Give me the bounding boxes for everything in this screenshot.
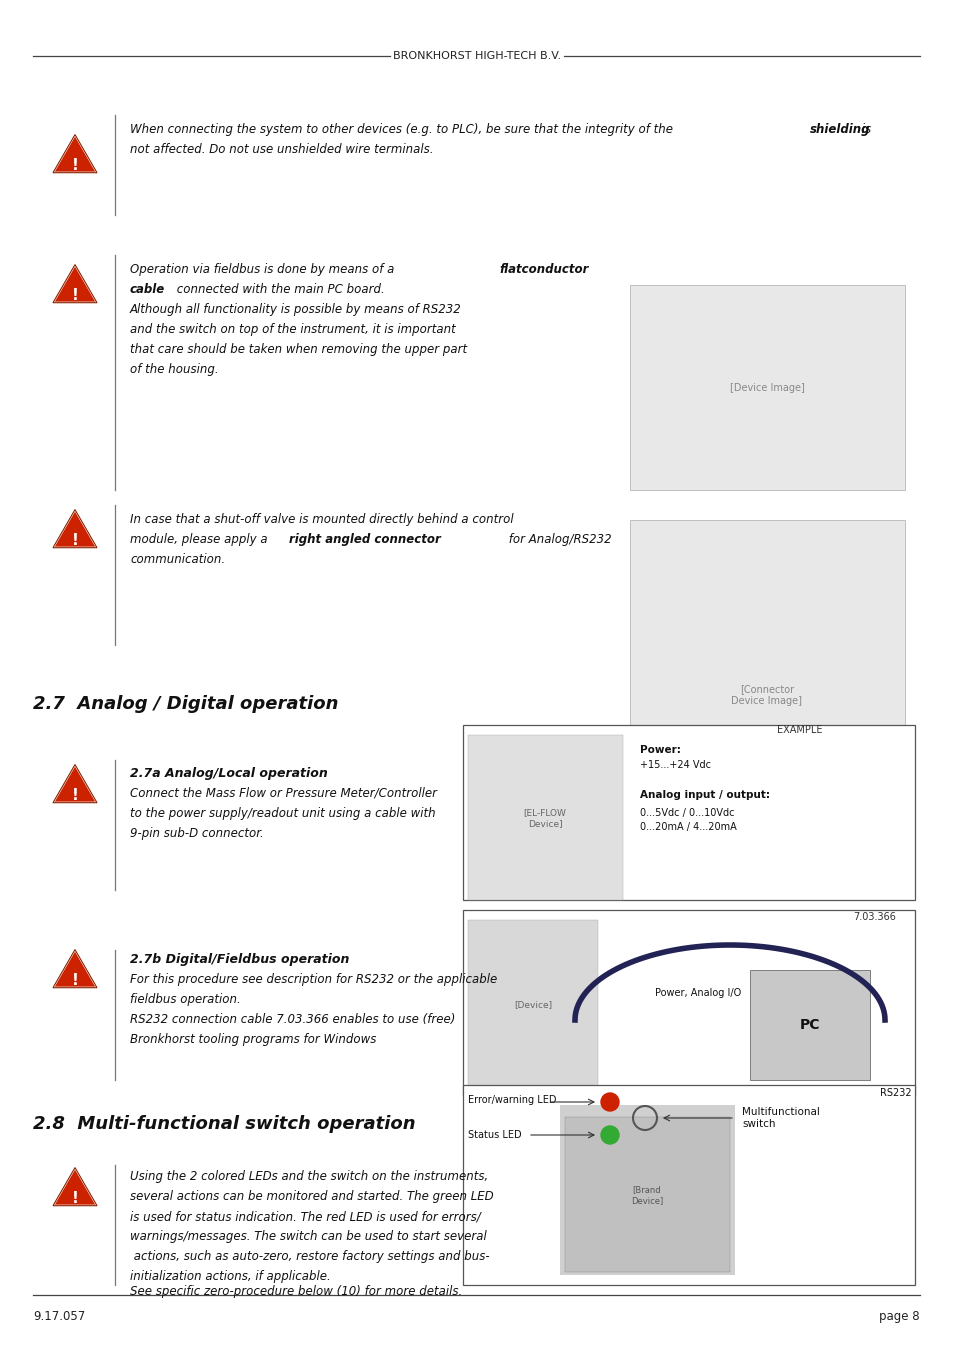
Bar — [629, 285, 904, 490]
Text: communication.: communication. — [130, 554, 225, 566]
Text: 0...20mA / 4...20mA: 0...20mA / 4...20mA — [639, 822, 736, 832]
Text: actions, such as auto-zero, restore factory settings and bus-: actions, such as auto-zero, restore fact… — [130, 1250, 489, 1264]
Text: !: ! — [71, 972, 78, 988]
Text: !: ! — [71, 158, 78, 173]
Bar — [629, 520, 904, 869]
Text: Bronkhorst tooling programs for Windows: Bronkhorst tooling programs for Windows — [130, 1033, 376, 1046]
Text: for Analog/RS232: for Analog/RS232 — [504, 533, 611, 545]
Text: In case that a shut-off valve is mounted directly behind a control: In case that a shut-off valve is mounted… — [130, 513, 513, 526]
Text: and the switch on top of the instrument, it is important: and the switch on top of the instrument,… — [130, 323, 456, 336]
Text: Power:: Power: — [639, 745, 680, 755]
Bar — [564, 1116, 729, 1272]
Text: Error/warning LED: Error/warning LED — [468, 1095, 556, 1106]
Circle shape — [600, 1126, 618, 1143]
Text: cable: cable — [130, 284, 165, 296]
Text: 9.17.057: 9.17.057 — [33, 1310, 85, 1323]
Text: For this procedure see description for RS232 or the applicable: For this procedure see description for R… — [130, 973, 497, 985]
Text: See specific zero-procedure below (10) for more details.: See specific zero-procedure below (10) f… — [130, 1285, 462, 1297]
Text: is: is — [857, 123, 870, 136]
Text: of the housing.: of the housing. — [130, 363, 218, 377]
Text: Status LED: Status LED — [468, 1130, 521, 1139]
Text: RS232 connection cable 7.03.366 enables to use (free): RS232 connection cable 7.03.366 enables … — [130, 1012, 455, 1026]
Bar — [462, 910, 914, 1095]
Text: several actions can be monitored and started. The green LED: several actions can be monitored and sta… — [130, 1189, 493, 1203]
Bar — [468, 734, 622, 900]
Text: [Device Image]: [Device Image] — [729, 383, 803, 393]
Text: !: ! — [71, 1191, 78, 1206]
Text: [Brand
Device]: [Brand Device] — [630, 1185, 662, 1204]
Text: [Connector
Device Image]: [Connector Device Image] — [731, 684, 801, 706]
Text: 0...5Vdc / 0...10Vdc: 0...5Vdc / 0...10Vdc — [639, 809, 734, 818]
Text: 2.7  Analog / Digital operation: 2.7 Analog / Digital operation — [33, 695, 338, 713]
Text: initialization actions, if applicable.: initialization actions, if applicable. — [130, 1270, 331, 1282]
Text: !: ! — [71, 288, 78, 302]
Polygon shape — [53, 265, 97, 302]
Polygon shape — [53, 1168, 97, 1206]
Text: to the power supply/readout unit using a cable with: to the power supply/readout unit using a… — [130, 807, 436, 819]
Text: When connecting the system to other devices (e.g. to PLC), be sure that the inte: When connecting the system to other devi… — [130, 123, 676, 136]
Polygon shape — [53, 764, 97, 803]
Text: 9-pin sub-D connector.: 9-pin sub-D connector. — [130, 828, 263, 840]
Text: 2.7a Analog/Local operation: 2.7a Analog/Local operation — [130, 767, 328, 780]
Text: Power, Analog I/O: Power, Analog I/O — [655, 988, 740, 998]
Text: page 8: page 8 — [879, 1310, 919, 1323]
Text: 2.8  Multi-functional switch operation: 2.8 Multi-functional switch operation — [33, 1115, 416, 1133]
Text: fieldbus operation.: fieldbus operation. — [130, 994, 240, 1006]
Text: !: ! — [71, 533, 78, 548]
Text: not affected. Do not use unshielded wire terminals.: not affected. Do not use unshielded wire… — [130, 143, 433, 157]
Bar — [559, 1106, 734, 1274]
Text: 7.03.366: 7.03.366 — [852, 913, 895, 922]
Text: +15...+24 Vdc: +15...+24 Vdc — [639, 760, 710, 770]
Text: warnings/messages. The switch can be used to start several: warnings/messages. The switch can be use… — [130, 1230, 486, 1243]
Text: Multifunctional
switch: Multifunctional switch — [741, 1107, 819, 1129]
Polygon shape — [53, 509, 97, 548]
Circle shape — [600, 1094, 618, 1111]
Bar — [462, 725, 914, 900]
Polygon shape — [53, 949, 97, 988]
Text: Although all functionality is possible by means of RS232: Although all functionality is possible b… — [130, 302, 461, 316]
Text: connected with the main PC board.: connected with the main PC board. — [172, 284, 384, 296]
Text: right angled connector: right angled connector — [289, 533, 440, 545]
Text: RS232: RS232 — [879, 1088, 911, 1098]
Text: PC: PC — [799, 1018, 820, 1031]
Text: is used for status indication. The red LED is used for errors/: is used for status indication. The red L… — [130, 1210, 480, 1223]
Polygon shape — [53, 135, 97, 173]
Text: !: ! — [71, 787, 78, 803]
Bar — [468, 919, 598, 1089]
Bar — [462, 1085, 914, 1285]
Text: [EL-FLOW
Device]: [EL-FLOW Device] — [523, 809, 566, 828]
Text: module, please apply a: module, please apply a — [130, 533, 271, 545]
Text: Connect the Mass Flow or Pressure Meter/Controller: Connect the Mass Flow or Pressure Meter/… — [130, 787, 436, 801]
Text: 2.7b Digital/Fieldbus operation: 2.7b Digital/Fieldbus operation — [130, 953, 349, 967]
Text: Analog input / output:: Analog input / output: — [639, 790, 769, 801]
Text: Operation via fieldbus is done by means of a: Operation via fieldbus is done by means … — [130, 263, 397, 275]
Text: [Device]: [Device] — [514, 1000, 552, 1010]
Text: EXAMPLE: EXAMPLE — [777, 725, 821, 734]
Text: Using the 2 colored LEDs and the switch on the instruments,: Using the 2 colored LEDs and the switch … — [130, 1170, 488, 1183]
Text: shielding: shielding — [809, 123, 869, 136]
Bar — [749, 971, 869, 1080]
Text: flatconductor: flatconductor — [498, 263, 588, 275]
Text: BRONKHORST HIGH-TECH B.V.: BRONKHORST HIGH-TECH B.V. — [393, 51, 560, 61]
Text: that care should be taken when removing the upper part: that care should be taken when removing … — [130, 343, 467, 356]
